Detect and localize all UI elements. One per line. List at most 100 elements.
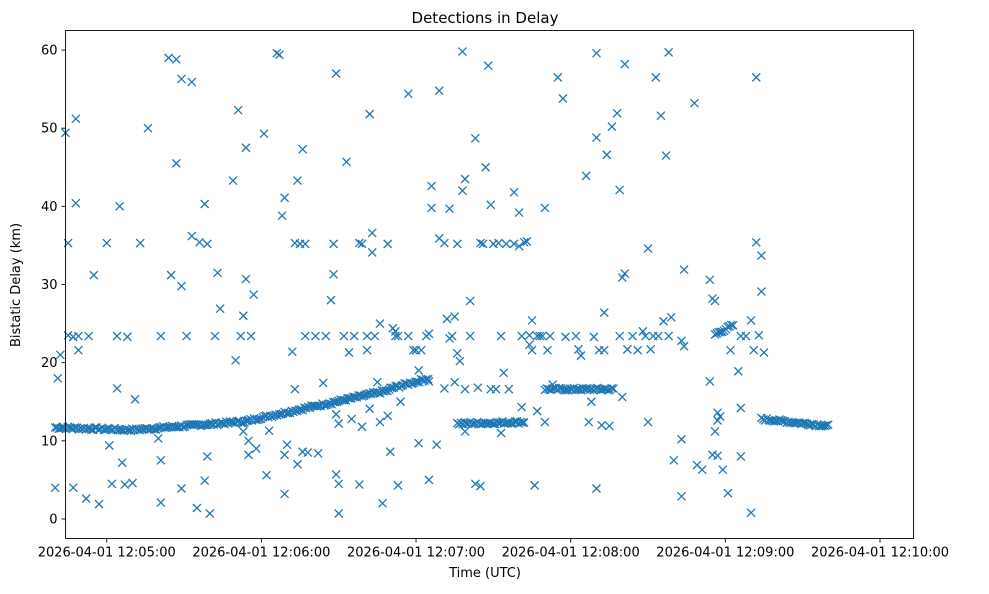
detection-point — [615, 185, 625, 195]
detection-point — [277, 211, 287, 221]
detection-point — [300, 239, 310, 249]
track-point — [572, 385, 582, 395]
detection-point — [527, 345, 537, 355]
detection-point — [424, 329, 434, 339]
detection-point — [509, 239, 519, 249]
detection-point — [393, 331, 403, 341]
track-point — [396, 381, 406, 391]
detection-point — [723, 488, 733, 498]
detection-point — [519, 237, 529, 247]
detection-point — [733, 366, 743, 376]
detection-point — [460, 174, 470, 184]
detection-point — [329, 239, 339, 249]
detection-point — [164, 53, 174, 63]
detection-point — [465, 331, 475, 341]
detection-point — [414, 366, 424, 375]
detection-point — [677, 434, 686, 444]
detection-point — [736, 451, 746, 461]
detection-point — [272, 48, 282, 58]
detection-point — [94, 499, 104, 509]
detection-point — [329, 269, 339, 279]
detection-point — [365, 109, 375, 119]
detection-point — [349, 331, 359, 341]
detection-point — [321, 331, 331, 341]
detection-point — [499, 368, 509, 378]
detection-point — [530, 480, 540, 490]
track-point — [312, 401, 322, 411]
detection-point — [501, 239, 511, 249]
detection-point — [615, 331, 625, 341]
detection-point — [478, 239, 488, 249]
detection-point — [628, 331, 638, 341]
detection-point — [617, 392, 627, 402]
detection-point — [483, 61, 493, 71]
detection-point — [117, 458, 127, 468]
detection-point — [447, 331, 457, 341]
detection-point — [246, 331, 256, 341]
detection-point — [403, 89, 413, 99]
track-point — [821, 420, 831, 430]
detection-point — [244, 436, 253, 446]
detection-point — [390, 331, 400, 341]
track-point — [461, 418, 471, 428]
track-point — [423, 374, 433, 384]
detection-point — [143, 123, 153, 133]
detection-point — [347, 414, 357, 424]
track-point — [363, 389, 373, 399]
x-tick-label: 2026-04-01 12:08:00 — [502, 546, 640, 561]
detection-point — [504, 384, 514, 394]
track-point — [75, 423, 85, 433]
detection-point — [679, 265, 689, 275]
detection-point — [620, 59, 630, 69]
detection-point — [241, 274, 251, 284]
detection-point — [73, 345, 83, 355]
track-point — [253, 415, 262, 425]
detection-point — [718, 465, 728, 475]
detection-point — [339, 331, 349, 341]
detection-point — [300, 331, 310, 341]
track-point — [236, 418, 246, 427]
detection-point — [177, 484, 186, 493]
detection-point — [192, 503, 202, 513]
track-point — [607, 383, 617, 393]
detection-point — [107, 479, 117, 489]
detection-point — [633, 345, 643, 355]
detection-point — [496, 428, 506, 438]
detection-point — [367, 228, 377, 238]
detection-point — [287, 347, 297, 357]
track-point — [200, 420, 210, 430]
track-point — [171, 422, 181, 432]
detection-point — [751, 72, 761, 82]
detection-point — [383, 411, 393, 421]
detection-point — [375, 417, 385, 427]
track-point — [560, 385, 570, 395]
detection-point — [749, 345, 759, 355]
detection-point — [331, 69, 341, 78]
detection-point — [457, 47, 467, 57]
track-point — [323, 399, 333, 409]
detection-point — [241, 143, 251, 153]
track-point — [590, 384, 600, 394]
y-tick-label: 40 — [41, 200, 58, 215]
detection-point — [705, 376, 715, 386]
detection-point — [713, 416, 723, 425]
detection-point — [367, 247, 377, 257]
detection-point — [561, 332, 570, 342]
track-point — [517, 418, 527, 428]
detection-point — [679, 341, 689, 351]
detection-point — [205, 509, 215, 518]
detection-point — [640, 331, 650, 341]
detection-point — [664, 47, 674, 57]
detection-point — [664, 331, 674, 341]
detection-point — [210, 331, 220, 341]
detection-point — [705, 275, 715, 285]
detection-point — [524, 330, 534, 340]
detection-point — [213, 268, 223, 278]
detection-point — [326, 295, 336, 305]
detection-point — [496, 331, 506, 341]
track-point — [585, 385, 595, 395]
detection-point — [298, 144, 308, 154]
track-point — [764, 415, 774, 425]
detection-point — [202, 239, 212, 249]
detection-point — [357, 239, 367, 249]
